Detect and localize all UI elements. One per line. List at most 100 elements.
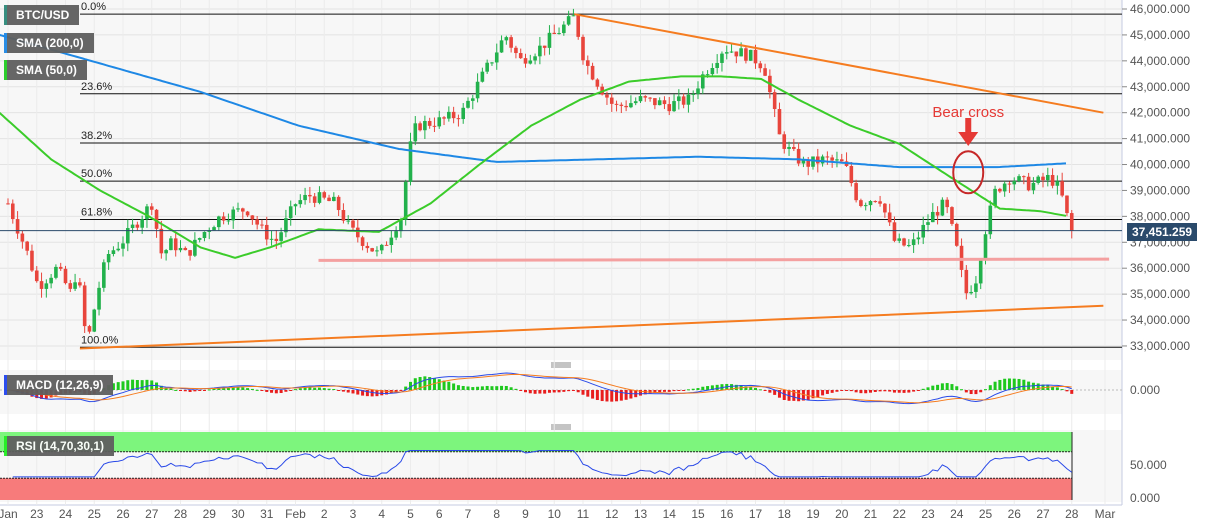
candle	[523, 58, 528, 64]
candle	[389, 237, 394, 246]
candle	[480, 71, 485, 82]
x-tick-label: 22	[893, 507, 907, 521]
macd-histogram-bar	[955, 386, 959, 390]
macd-histogram-bar	[710, 385, 714, 390]
candle	[686, 94, 691, 105]
x-tick-label: 12	[605, 507, 619, 521]
macd-histogram-bar	[183, 390, 187, 392]
macd-histogram-bar	[246, 388, 250, 390]
macd-histogram-bar	[1060, 389, 1064, 391]
candle	[231, 209, 236, 221]
candle	[873, 201, 878, 203]
candle	[835, 159, 839, 161]
macd-histogram-bar	[869, 390, 872, 393]
candle	[30, 250, 34, 271]
candle	[332, 196, 336, 202]
down-arrow-icon	[958, 132, 979, 146]
macd-histogram-bar	[495, 386, 499, 390]
x-tick-label: 13	[634, 507, 648, 521]
fib-label: 38.2%	[81, 130, 112, 142]
macd-histogram-bar	[346, 390, 350, 393]
candle	[44, 283, 49, 289]
candle	[1007, 183, 1012, 185]
x-tick-label: 24	[950, 507, 964, 521]
support-trendline[interactable]	[318, 257, 1110, 262]
macd-histogram-bar	[595, 390, 599, 401]
candle	[830, 157, 834, 161]
candle	[413, 123, 418, 142]
y-tick-label: 40,000.000	[1130, 158, 1190, 172]
candle	[571, 15, 576, 17]
candle	[308, 194, 312, 197]
sma50-label[interactable]: SMA (50,0)	[4, 60, 87, 80]
y-tick-label: 36,000.000	[1130, 261, 1190, 275]
price-pane[interactable]	[0, 0, 1122, 360]
macd-histogram-bar	[490, 386, 494, 390]
macd-histogram-bar	[528, 390, 532, 394]
candle	[700, 74, 705, 89]
macd-histogram-bar	[921, 388, 925, 390]
macd-histogram-bar	[361, 390, 365, 396]
candle	[92, 309, 97, 332]
candle	[643, 96, 648, 98]
candle	[135, 224, 140, 228]
candle	[274, 238, 279, 241]
candle	[672, 101, 676, 112]
rsi-label[interactable]: RSI (14,70,30,1)	[4, 436, 115, 456]
bear-cross-annotation: Bear cross	[932, 104, 1004, 121]
macd-pane[interactable]	[0, 370, 1122, 414]
fib-label: 100.0%	[81, 334, 119, 346]
macd-histogram-bar	[317, 387, 321, 390]
macd-histogram-bar	[758, 389, 762, 391]
x-tick-label: 23	[921, 507, 935, 521]
candle	[408, 141, 413, 182]
macd-histogram-bar	[356, 390, 360, 395]
macd-histogram-bar	[265, 390, 269, 392]
sma200-label[interactable]: SMA (200,0)	[4, 33, 94, 53]
candle	[926, 222, 930, 225]
candle	[78, 282, 82, 286]
macd-histogram-bar	[715, 384, 719, 390]
x-tick-label: 10	[548, 507, 562, 521]
candle	[748, 49, 753, 61]
symbol-label[interactable]: BTC/USD	[4, 5, 80, 25]
macd-histogram-bar	[121, 381, 125, 390]
macd-histogram-bar	[193, 390, 197, 392]
macd-histogram-bar	[351, 390, 355, 394]
macd-histogram-bar	[198, 390, 202, 391]
candle	[921, 224, 926, 238]
candle	[221, 216, 226, 221]
x-tick-label: Mar	[1095, 507, 1116, 521]
candle	[384, 244, 389, 246]
candle	[303, 194, 307, 201]
macd-histogram-bar	[394, 390, 398, 392]
fib-label: 50.0%	[81, 168, 112, 180]
macd-histogram-bar	[135, 380, 139, 390]
x-tick-label: 25	[88, 507, 102, 521]
candle	[427, 121, 432, 126]
candle	[552, 32, 557, 35]
macd-histogram-bar	[270, 390, 274, 393]
macd-label[interactable]: MACD (12,26,9)	[4, 375, 114, 395]
macd-histogram-bar	[442, 380, 446, 390]
macd-histogram-bar	[385, 390, 389, 395]
candle	[590, 65, 595, 80]
candle	[763, 68, 767, 76]
macd-histogram-bar	[164, 387, 168, 390]
macd-histogram-bar	[610, 390, 614, 402]
x-tick-label: 3	[350, 507, 357, 521]
upper-trendline[interactable]	[574, 13, 1104, 114]
macd-histogram-bar	[734, 384, 738, 390]
candle	[1050, 174, 1055, 186]
macd-histogram-bar	[126, 380, 130, 390]
macd-histogram-bar	[744, 386, 748, 390]
x-tick-label: 19	[806, 507, 820, 521]
macd-histogram-bar	[926, 387, 930, 390]
lower-trendline[interactable]	[79, 304, 1104, 350]
macd-histogram-bar	[605, 390, 609, 402]
macd-histogram-bar	[878, 390, 882, 392]
x-tick-label: 8	[493, 507, 500, 521]
candle	[772, 92, 777, 110]
rsi-line	[12, 449, 1073, 478]
